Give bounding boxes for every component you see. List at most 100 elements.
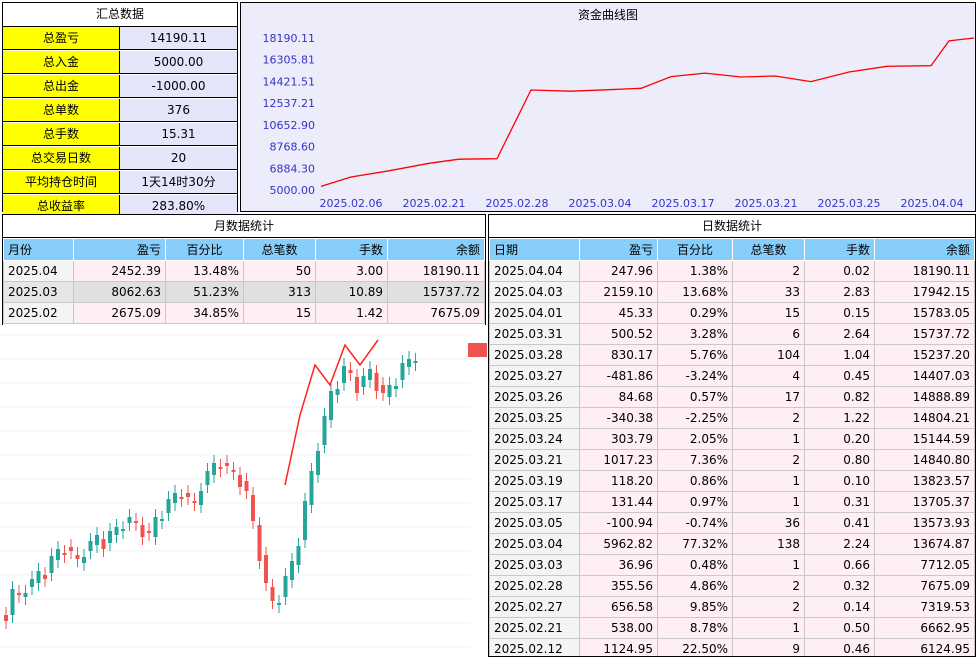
table-cell: 5.76% [657, 344, 733, 366]
candle-body [62, 553, 67, 555]
table-cell: 1 [732, 617, 805, 639]
candle-body [82, 557, 86, 563]
table-row[interactable]: 2025.02 2675.09 34.85% 15 1.42 7675.09 [3, 302, 485, 324]
column-header[interactable]: 手数 [804, 238, 875, 261]
summary-value: 1天14时30分 [120, 171, 237, 194]
candle-body [134, 521, 138, 523]
candle-body [225, 463, 229, 466]
table-cell: 0.46 [804, 638, 875, 656]
column-header[interactable]: 余额 [387, 238, 485, 261]
table-cell: 500.52 [579, 323, 658, 345]
table-row[interactable]: 2025.03.25 -340.38 -2.25% 2 1.22 14804.21 [489, 407, 975, 429]
candle-body [56, 549, 60, 560]
table-cell: 2025.04.04 [489, 260, 580, 282]
column-header[interactable]: 盈亏 [579, 238, 658, 261]
candle-body [147, 531, 151, 533]
candle-body [153, 517, 158, 537]
table-row[interactable]: 2025.03.24 303.79 2.05% 1 0.20 15144.59 [489, 428, 975, 450]
summary-value: -1000.00 [120, 75, 237, 98]
table-cell: 13674.87 [874, 533, 975, 555]
column-header[interactable]: 总笔数 [732, 238, 805, 261]
table-row[interactable]: 2025.04 2452.39 13.48% 50 3.00 18190.11 [3, 260, 485, 282]
table-row[interactable]: 2025.03.28 830.17 5.76% 104 1.04 15237.20 [489, 344, 975, 366]
equity-chart-panel: 资金曲线图 18190.11 16305.81 14421.51 12537.21 10… [240, 2, 976, 212]
table-row[interactable]: 2025.03.19 118.20 0.86% 1 0.10 13823.57 [489, 470, 975, 492]
table-cell: 2025.03.27 [489, 365, 580, 387]
candle-body [166, 499, 171, 513]
daily-title: 日数据统计 [489, 215, 975, 238]
table-cell: 15 [732, 302, 805, 324]
daily-stats-panel: 日数据统计 日期 盈亏 百分比 总笔数 手数 余额 2025.04.04 247.96 1.3… [488, 214, 976, 657]
table-cell: 2025.02.21 [489, 617, 580, 639]
candle-body [407, 359, 411, 367]
column-header[interactable]: 百分比 [165, 238, 244, 261]
table-cell: 1017.23 [579, 449, 658, 471]
column-header[interactable]: 日期 [489, 238, 580, 261]
table-cell: 0.86% [657, 470, 733, 492]
table-row[interactable]: 2025.03.21 1017.23 7.36% 2 0.80 14840.80 [489, 449, 975, 471]
table-cell: 9.85% [657, 596, 733, 618]
summary-rows: 总盈亏 14190.11 总入金 5000.00 总出金 -1000.00 总单数 376 总手… [3, 27, 237, 219]
y-tick-label: 12537.21 [263, 97, 316, 110]
summary-row: 总单数 376 [3, 99, 237, 123]
x-tick-label: 2025.03.17 [652, 197, 715, 210]
candle-body [212, 463, 216, 475]
table-row[interactable]: 2025.04.03 2159.10 13.68% 33 2.83 17942.15 [489, 281, 975, 303]
table-cell: 13.48% [165, 260, 244, 282]
table-cell: 45.33 [579, 302, 658, 324]
x-tick-label: 2025.02.06 [320, 197, 383, 210]
table-row[interactable]: 2025.02.28 355.56 4.86% 2 0.32 7675.09 [489, 575, 975, 597]
table-cell: 2 [732, 596, 805, 618]
table-cell: 0.48% [657, 554, 733, 576]
table-cell: 3.28% [657, 323, 733, 345]
table-cell: 1 [732, 470, 805, 492]
table-cell: 33 [732, 281, 805, 303]
table-cell: 15 [243, 302, 316, 324]
summary-row: 总收益率 283.80% [3, 195, 237, 219]
summary-value: 376 [120, 99, 237, 122]
x-tick-label: 2025.03.04 [569, 197, 632, 210]
table-cell: 1.38% [657, 260, 733, 282]
table-cell: 830.17 [579, 344, 658, 366]
table-row[interactable]: 2025.03.17 131.44 0.97% 1 0.31 13705.37 [489, 491, 975, 513]
column-header[interactable]: 月份 [3, 238, 74, 261]
column-header[interactable]: 总笔数 [243, 238, 316, 261]
candle-body [17, 593, 21, 595]
table-cell: 2025.03.03 [489, 554, 580, 576]
column-header[interactable]: 手数 [315, 238, 388, 261]
table-row[interactable]: 2025.03.31 500.52 3.28% 6 2.64 15737.72 [489, 323, 975, 345]
table-cell: 0.14 [804, 596, 875, 618]
table-cell: -340.38 [579, 407, 658, 429]
candle-body [355, 377, 359, 393]
table-row[interactable]: 2025.04.01 45.33 0.29% 15 0.15 15783.05 [489, 302, 975, 324]
table-cell: 18190.11 [387, 260, 485, 282]
table-cell: 138 [732, 533, 805, 555]
table-cell: 303.79 [579, 428, 658, 450]
candle-body [205, 471, 210, 485]
column-header[interactable]: 盈亏 [73, 238, 166, 261]
table-cell: 6662.95 [874, 617, 975, 639]
table-row[interactable]: 2025.02.12 1124.95 22.50% 9 0.46 6124.95 [489, 638, 975, 656]
table-row[interactable]: 2025.03.27 -481.86 -3.24% 4 0.45 14407.03 [489, 365, 975, 387]
table-row[interactable]: 2025.03 8062.63 51.23% 313 10.89 15737.72 [3, 281, 485, 303]
candlestick-chart [0, 334, 487, 648]
table-row[interactable]: 2025.03.26 84.68 0.57% 17 0.82 14888.89 [489, 386, 975, 408]
table-cell: 247.96 [579, 260, 658, 282]
table-row[interactable]: 2025.02.21 538.00 8.78% 1 0.50 6662.95 [489, 617, 975, 639]
table-cell: -3.24% [657, 365, 733, 387]
column-header[interactable]: 百分比 [657, 238, 733, 261]
table-cell: 0.29% [657, 302, 733, 324]
table-cell: -0.74% [657, 512, 733, 534]
column-header[interactable]: 余额 [874, 238, 975, 261]
table-row[interactable]: 2025.03.05 -100.94 -0.74% 36 0.41 13573.93 [489, 512, 975, 534]
table-cell: 2.64 [804, 323, 875, 345]
table-cell: 0.45 [804, 365, 875, 387]
candle-body [348, 370, 353, 373]
table-row[interactable]: 2025.02.27 656.58 9.85% 2 0.14 7319.53 [489, 596, 975, 618]
table-row[interactable]: 2025.03.03 36.96 0.48% 1 0.66 7712.05 [489, 554, 975, 576]
table-row[interactable]: 2025.03.04 5962.82 77.32% 138 2.24 13674.87 [489, 533, 975, 555]
y-tick-label: 18190.11 [263, 32, 316, 45]
table-row[interactable]: 2025.04.04 247.96 1.38% 2 0.02 18190.11 [489, 260, 975, 282]
trend-arrow [284, 339, 379, 486]
table-cell: 7675.09 [387, 302, 485, 324]
